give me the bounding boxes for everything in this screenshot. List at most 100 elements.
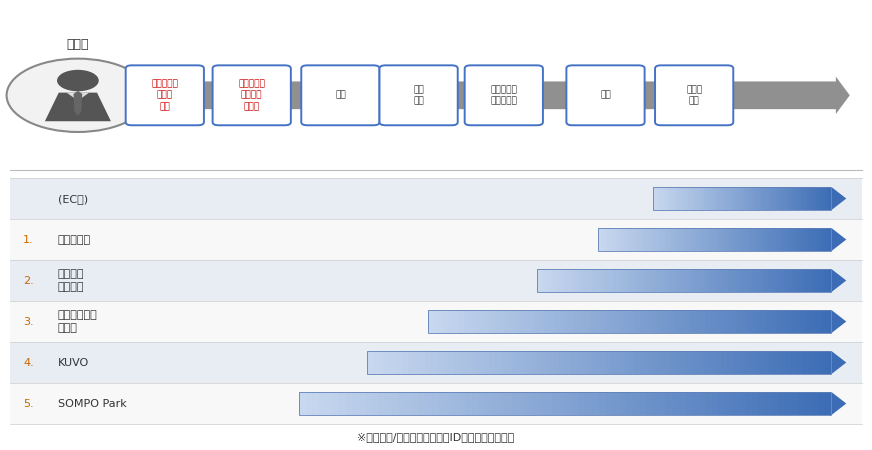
Polygon shape <box>44 93 111 121</box>
Bar <box>655 310 660 333</box>
Bar <box>742 187 745 210</box>
Bar <box>672 187 675 210</box>
Bar <box>542 351 547 374</box>
Bar <box>821 310 827 333</box>
Bar <box>592 269 596 292</box>
Bar <box>691 310 695 333</box>
Bar <box>645 310 650 333</box>
Bar <box>479 310 484 333</box>
Bar <box>691 269 695 292</box>
Bar <box>756 351 762 374</box>
Bar <box>529 310 534 333</box>
Bar <box>762 187 765 210</box>
Bar <box>655 269 658 292</box>
Bar <box>766 269 769 292</box>
Bar <box>820 228 823 251</box>
Bar <box>629 269 633 292</box>
Bar <box>675 187 678 210</box>
Bar <box>640 351 646 374</box>
Bar <box>659 228 663 251</box>
Bar <box>588 351 594 374</box>
Bar <box>332 392 339 415</box>
Bar <box>686 351 692 374</box>
Bar <box>772 392 778 415</box>
Bar <box>741 228 744 251</box>
Bar <box>800 228 802 251</box>
Bar <box>459 392 466 415</box>
Bar <box>802 269 806 292</box>
Bar <box>776 228 779 251</box>
Bar <box>492 392 499 415</box>
Bar <box>644 269 647 292</box>
Bar <box>657 228 659 251</box>
Bar <box>581 269 585 292</box>
Bar <box>622 269 625 292</box>
Bar <box>814 228 817 251</box>
Bar <box>443 310 448 333</box>
Bar <box>598 228 601 251</box>
Bar <box>811 228 814 251</box>
Bar <box>705 310 711 333</box>
Bar <box>453 392 459 415</box>
Bar <box>675 310 680 333</box>
Bar <box>787 228 791 251</box>
Bar <box>651 392 658 415</box>
Bar <box>699 187 702 210</box>
Bar <box>607 228 610 251</box>
Bar <box>477 351 483 374</box>
Bar <box>718 269 721 292</box>
Bar <box>744 228 747 251</box>
Bar <box>611 351 617 374</box>
Bar <box>739 187 742 210</box>
Text: 2.: 2. <box>24 275 34 286</box>
Bar <box>735 187 738 210</box>
Bar <box>826 228 828 251</box>
Bar <box>782 228 785 251</box>
Bar <box>828 269 832 292</box>
FancyArrow shape <box>139 76 849 114</box>
Text: 関連性高い
ブランド
未認知: 関連性高い ブランド 未認知 <box>238 80 265 111</box>
Bar <box>507 351 512 374</box>
Bar <box>807 310 811 333</box>
Bar <box>756 310 761 333</box>
Bar <box>534 310 539 333</box>
Bar <box>574 269 577 292</box>
Bar <box>607 269 610 292</box>
Bar <box>402 351 408 374</box>
Bar <box>494 351 501 374</box>
Bar <box>794 187 796 210</box>
Bar <box>439 310 443 333</box>
Bar <box>729 187 731 210</box>
Bar <box>464 310 468 333</box>
Bar <box>814 351 820 374</box>
Bar <box>582 351 588 374</box>
Bar <box>759 392 765 415</box>
Bar <box>796 228 800 251</box>
Polygon shape <box>832 228 846 251</box>
Text: お試し会員: お試し会員 <box>58 234 91 244</box>
Bar <box>710 269 713 292</box>
Bar <box>660 310 665 333</box>
Bar <box>716 310 720 333</box>
Bar <box>769 187 771 210</box>
Bar <box>658 269 662 292</box>
Bar <box>825 187 827 210</box>
Bar <box>433 392 439 415</box>
Bar <box>652 187 655 210</box>
Bar <box>584 310 589 333</box>
Bar <box>719 187 722 210</box>
Bar <box>685 269 688 292</box>
Bar <box>811 187 814 210</box>
Bar <box>499 392 506 415</box>
Bar <box>770 228 773 251</box>
Bar <box>454 351 460 374</box>
Bar <box>727 351 732 374</box>
Bar <box>604 310 610 333</box>
Polygon shape <box>832 269 846 292</box>
Bar <box>780 269 784 292</box>
Bar <box>392 392 399 415</box>
Bar <box>785 228 787 251</box>
Bar <box>612 392 618 415</box>
Bar <box>537 269 541 292</box>
Bar <box>778 187 780 210</box>
